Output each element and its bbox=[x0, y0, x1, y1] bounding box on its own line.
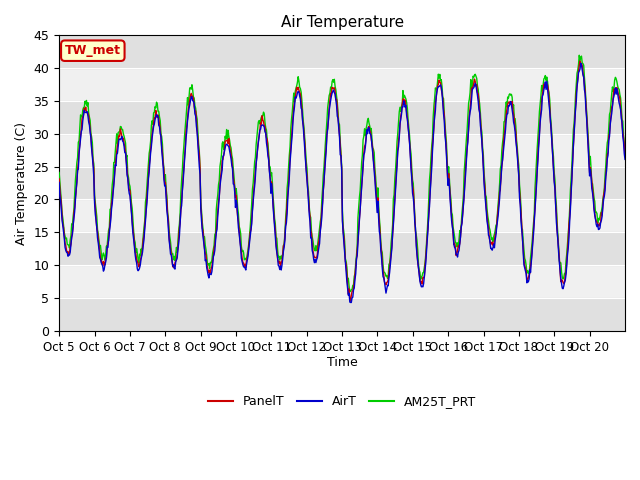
Bar bbox=[59, 167, 625, 200]
Bar bbox=[59, 36, 625, 68]
AirT bbox=[55, 180, 63, 185]
Legend: PanelT, AirT, AM25T_PRT: PanelT, AirT, AM25T_PRT bbox=[203, 390, 481, 413]
AM25T_PRT bbox=[621, 147, 629, 153]
AM25T_PRT bbox=[433, 85, 441, 91]
AirT bbox=[433, 89, 441, 95]
PanelT bbox=[254, 146, 262, 152]
PanelT bbox=[55, 176, 63, 182]
PanelT bbox=[275, 260, 283, 266]
Y-axis label: Air Temperature (C): Air Temperature (C) bbox=[15, 121, 28, 245]
AirT bbox=[226, 148, 234, 154]
PanelT bbox=[401, 97, 409, 103]
PanelT bbox=[347, 298, 355, 304]
AM25T_PRT bbox=[275, 253, 283, 259]
Bar bbox=[59, 232, 625, 265]
AirT bbox=[577, 60, 584, 66]
Line: PanelT: PanelT bbox=[59, 61, 625, 301]
AirT bbox=[122, 150, 129, 156]
AM25T_PRT bbox=[346, 289, 354, 295]
Bar bbox=[59, 298, 625, 331]
AirT bbox=[401, 104, 409, 110]
Line: AirT: AirT bbox=[59, 63, 625, 302]
AirT bbox=[621, 156, 629, 162]
AM25T_PRT bbox=[401, 94, 409, 100]
AM25T_PRT bbox=[122, 140, 129, 146]
AM25T_PRT bbox=[226, 137, 234, 143]
PanelT bbox=[122, 150, 129, 156]
AirT bbox=[254, 145, 262, 151]
AM25T_PRT bbox=[55, 169, 63, 175]
Text: TW_met: TW_met bbox=[65, 44, 121, 57]
Line: AM25T_PRT: AM25T_PRT bbox=[59, 55, 625, 292]
Title: Air Temperature: Air Temperature bbox=[280, 15, 404, 30]
PanelT bbox=[576, 58, 584, 64]
Bar bbox=[59, 101, 625, 134]
AirT bbox=[275, 264, 283, 269]
AirT bbox=[348, 300, 355, 305]
AM25T_PRT bbox=[254, 125, 262, 131]
PanelT bbox=[226, 144, 234, 149]
PanelT bbox=[433, 88, 441, 94]
AM25T_PRT bbox=[575, 52, 583, 58]
PanelT bbox=[621, 153, 629, 159]
X-axis label: Time: Time bbox=[326, 356, 358, 369]
